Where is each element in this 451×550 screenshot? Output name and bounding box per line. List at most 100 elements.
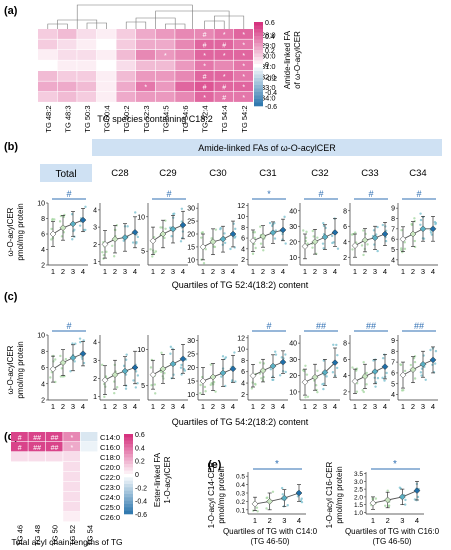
data-point xyxy=(372,229,376,232)
mean-marker xyxy=(249,237,257,245)
x-tick-label: 4 xyxy=(415,516,419,525)
mean-marker xyxy=(111,371,119,379)
mean-marker xyxy=(301,378,309,386)
data-point xyxy=(149,248,152,251)
colorbar-d-step xyxy=(124,510,133,515)
data-point xyxy=(79,340,82,344)
mean-marker xyxy=(311,373,319,381)
y-tick-label: 10 xyxy=(289,389,297,396)
significance-mark: # xyxy=(166,189,171,199)
significance-mark: ## xyxy=(414,321,424,331)
heatmap-a-row-label: C32:0 xyxy=(256,73,276,82)
x-tick-label: 1 xyxy=(201,267,205,276)
data-point xyxy=(202,261,206,265)
heatmap-d-mark: ## xyxy=(51,445,59,452)
data-point xyxy=(152,236,156,239)
y-tick-label: 5 xyxy=(141,249,145,256)
heatmap-d-cell xyxy=(45,452,63,462)
data-point xyxy=(100,363,104,367)
data-point xyxy=(223,241,227,245)
x-tick-label: 2 xyxy=(113,267,117,276)
mean-marker xyxy=(266,498,274,505)
data-point xyxy=(305,230,308,234)
heatmap-a-cell xyxy=(96,92,116,102)
colorbar-d-step xyxy=(124,454,133,458)
mean-marker xyxy=(269,229,277,237)
data-point xyxy=(233,351,236,354)
y-tick-label: 10 xyxy=(237,214,245,221)
significance-mark: # xyxy=(66,189,71,199)
mean-line xyxy=(52,219,84,235)
heatmap-a-col-label: TG 50:3 xyxy=(83,106,92,133)
data-point xyxy=(365,383,368,386)
data-point xyxy=(159,226,162,229)
x-tick-label: 3 xyxy=(271,402,275,411)
data-point xyxy=(362,229,365,232)
data-point xyxy=(200,236,203,239)
heatmap-d-cell xyxy=(28,432,46,442)
heatmap-a-mark: # xyxy=(222,95,226,102)
heatmap-a-cell xyxy=(155,71,175,81)
y-tick-label: 6 xyxy=(241,236,245,243)
y-tick-label: 6 xyxy=(41,365,45,372)
data-point xyxy=(271,490,275,494)
panel-e-right-xlabel-1: Quartiles of TG with C16:0 xyxy=(345,527,440,536)
mean-marker xyxy=(361,236,369,244)
heatmap-a-cell xyxy=(77,39,97,50)
colorbar-a-step xyxy=(254,39,263,44)
data-point xyxy=(179,366,183,369)
data-point xyxy=(403,247,407,251)
y-tick-label: 12 xyxy=(237,203,245,210)
heatmap-a-row-label: C28:0 xyxy=(256,31,276,40)
y-tick-label: 0.1 xyxy=(236,507,245,514)
data-point xyxy=(374,385,377,388)
data-point xyxy=(221,355,225,358)
y-tick-label: 8 xyxy=(343,341,347,348)
x-tick-label: 1 xyxy=(103,267,107,276)
data-point xyxy=(281,232,284,236)
heatmap-a-cell xyxy=(57,50,77,60)
panel-e-right-ylabel-1: 1-O-acyl C16-CER xyxy=(325,461,334,528)
mean-marker xyxy=(79,350,87,358)
mean-marker xyxy=(69,354,77,362)
mean-marker xyxy=(429,225,437,233)
mean-line xyxy=(304,362,336,383)
colorbar-d-step xyxy=(124,460,133,465)
x-tick-label: 2 xyxy=(211,267,215,276)
colorbar-d-step xyxy=(124,477,133,481)
y-tick-label: 9 xyxy=(391,338,395,345)
data-point xyxy=(332,343,335,346)
data-point xyxy=(410,223,414,227)
colorbar-d-tick: -0.2 xyxy=(135,485,147,492)
data-point xyxy=(214,228,218,231)
x-tick-label: 1 xyxy=(201,402,205,411)
y-tick-label: 8 xyxy=(391,349,395,356)
data-point xyxy=(336,247,340,250)
colorbar-a-step xyxy=(254,102,263,107)
heatmap-a-cell xyxy=(234,60,253,71)
data-point xyxy=(386,489,389,492)
x-tick-label: 1 xyxy=(151,402,155,411)
x-tick-label: 4 xyxy=(431,267,435,276)
mean-marker xyxy=(409,230,417,238)
y-tick-label: 6 xyxy=(343,224,347,231)
heatmap-d-cell xyxy=(63,472,80,482)
heatmap-a-mark: # xyxy=(222,43,226,50)
data-point xyxy=(136,374,140,377)
x-tick-label: 2 xyxy=(313,267,317,276)
data-point xyxy=(332,241,335,244)
heatmap-d-mark: ## xyxy=(51,435,59,442)
data-point xyxy=(413,219,416,223)
data-point xyxy=(73,235,76,238)
data-point xyxy=(374,497,378,500)
y-tick-label: 30 xyxy=(187,206,195,213)
panel-b-ylabel-1: ω-O-acylCER xyxy=(6,207,15,256)
mean-marker xyxy=(219,369,227,377)
data-point xyxy=(115,386,119,389)
heatmap-d-cell xyxy=(45,462,63,472)
colorbar-d-step xyxy=(124,494,133,498)
data-point xyxy=(126,225,129,228)
x-tick-label: 2 xyxy=(261,402,265,411)
heatmap-d-cell xyxy=(80,492,98,502)
y-tick-label: 30 xyxy=(289,224,297,231)
